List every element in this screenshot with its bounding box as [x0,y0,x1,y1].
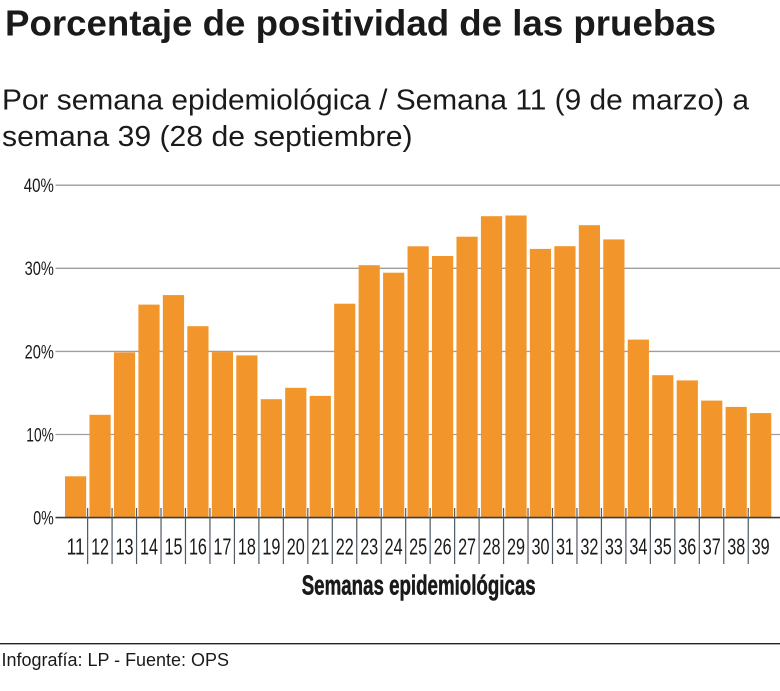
svg-text:32: 32 [580,533,598,559]
svg-text:21: 21 [311,533,329,559]
svg-text:24: 24 [385,533,403,559]
svg-text:26: 26 [434,533,452,559]
svg-text:30: 30 [531,533,549,559]
svg-text:37: 37 [703,533,721,559]
svg-text:22: 22 [336,533,354,559]
svg-text:28: 28 [483,533,501,559]
svg-text:14: 14 [140,533,158,559]
svg-text:20%: 20% [25,342,54,363]
svg-text:29: 29 [507,533,525,559]
svg-text:23: 23 [360,533,378,559]
svg-text:17: 17 [213,533,231,559]
svg-text:31: 31 [556,533,574,559]
svg-text:34: 34 [629,533,647,559]
svg-text:30%: 30% [25,259,54,280]
svg-text:38: 38 [727,533,745,559]
svg-text:Porcentaje de positividad de l: Porcentaje de positividad de las pruebas [5,2,716,43]
svg-text:Infografía: LP - Fuente: OPS: Infografía: LP - Fuente: OPS [2,649,230,670]
svg-text:27: 27 [458,533,476,559]
svg-text:39: 39 [752,533,770,559]
svg-text:19: 19 [262,533,280,559]
svg-text:11: 11 [67,533,85,559]
svg-text:13: 13 [116,533,134,559]
svg-text:Por semana epidemiológica / Se: Por semana epidemiológica / Semana 11 (9… [2,83,749,115]
svg-text:Semanas epidemiológicas: Semanas epidemiológicas [302,570,536,601]
svg-text:16: 16 [189,533,207,559]
svg-text:40%: 40% [24,176,54,197]
svg-text:15: 15 [164,533,182,559]
svg-text:33: 33 [605,533,623,559]
svg-text:20: 20 [287,533,305,559]
svg-text:0%: 0% [33,509,54,530]
svg-text:10%: 10% [26,425,54,446]
svg-text:25: 25 [409,533,427,559]
svg-text:semana 39 (28 de septiembre): semana 39 (28 de septiembre) [2,120,413,152]
svg-text:35: 35 [654,533,672,559]
svg-text:12: 12 [91,533,109,559]
svg-text:36: 36 [678,533,696,559]
svg-text:18: 18 [238,533,256,559]
